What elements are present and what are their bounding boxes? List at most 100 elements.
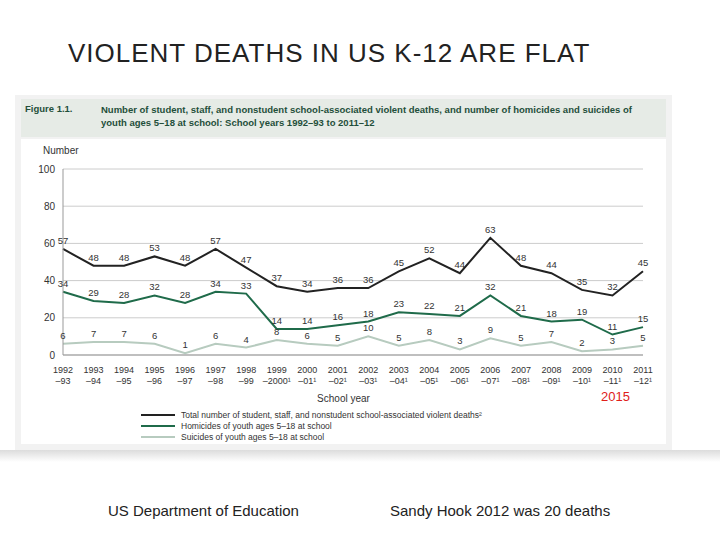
svg-text:48: 48 xyxy=(88,252,99,263)
svg-text:40: 40 xyxy=(44,275,56,286)
svg-text:21: 21 xyxy=(516,302,527,313)
svg-text:2009: 2009 xyxy=(572,365,592,375)
svg-text:53: 53 xyxy=(149,242,160,253)
svg-text:22: 22 xyxy=(424,300,435,311)
svg-text:6: 6 xyxy=(152,330,157,341)
svg-text:57: 57 xyxy=(58,235,69,246)
svg-text:–94: –94 xyxy=(86,376,101,386)
svg-text:44: 44 xyxy=(455,259,466,270)
svg-text:2010: 2010 xyxy=(602,365,622,375)
svg-text:45: 45 xyxy=(638,257,649,268)
svg-text:32: 32 xyxy=(149,281,160,292)
svg-text:–95: –95 xyxy=(117,376,132,386)
svg-text:16: 16 xyxy=(332,311,343,322)
svg-text:–98: –98 xyxy=(208,376,223,386)
svg-text:1994: 1994 xyxy=(114,365,134,375)
svg-text:5: 5 xyxy=(518,332,523,343)
svg-text:100: 100 xyxy=(38,164,55,175)
svg-text:–12¹: –12¹ xyxy=(634,376,652,386)
svg-text:–05¹: –05¹ xyxy=(420,376,438,386)
svg-text:60: 60 xyxy=(44,238,56,249)
svg-text:1998: 1998 xyxy=(236,365,256,375)
svg-text:48: 48 xyxy=(119,252,130,263)
svg-text:6: 6 xyxy=(305,330,310,341)
svg-text:35: 35 xyxy=(577,276,588,287)
svg-text:–96: –96 xyxy=(147,376,162,386)
svg-text:33: 33 xyxy=(241,280,252,291)
svg-text:–11¹: –11¹ xyxy=(604,376,621,386)
svg-text:23: 23 xyxy=(394,298,405,309)
svg-text:2004: 2004 xyxy=(419,365,439,375)
svg-text:1997: 1997 xyxy=(206,365,226,375)
svg-text:1999: 1999 xyxy=(267,365,287,375)
svg-text:2008: 2008 xyxy=(541,365,561,375)
svg-text:2007: 2007 xyxy=(511,365,531,375)
svg-text:3: 3 xyxy=(610,335,615,346)
svg-text:–08¹: –08¹ xyxy=(512,376,530,386)
svg-text:2001: 2001 xyxy=(328,365,348,375)
svg-text:19: 19 xyxy=(577,306,588,317)
svg-text:–02¹: –02¹ xyxy=(329,376,347,386)
svg-text:34: 34 xyxy=(210,278,221,289)
svg-text:48: 48 xyxy=(516,252,527,263)
svg-text:18: 18 xyxy=(363,308,374,319)
svg-text:20: 20 xyxy=(44,312,56,323)
svg-text:47: 47 xyxy=(241,254,252,265)
svg-text:–03¹: –03¹ xyxy=(359,376,377,386)
svg-text:14: 14 xyxy=(302,315,313,326)
svg-text:7: 7 xyxy=(121,328,126,339)
svg-text:6: 6 xyxy=(213,330,218,341)
svg-text:–07¹: –07¹ xyxy=(481,376,499,386)
svg-text:8: 8 xyxy=(274,326,279,337)
svg-text:14: 14 xyxy=(271,315,282,326)
svg-text:7: 7 xyxy=(91,328,96,339)
svg-text:–97: –97 xyxy=(178,376,193,386)
svg-text:6: 6 xyxy=(60,330,65,341)
svg-text:–04¹: –04¹ xyxy=(390,376,408,386)
svg-text:36: 36 xyxy=(332,274,343,285)
svg-text:1996: 1996 xyxy=(175,365,195,375)
svg-text:–2000¹: –2000¹ xyxy=(263,376,291,386)
svg-text:18: 18 xyxy=(546,308,557,319)
svg-text:2: 2 xyxy=(579,337,584,348)
svg-text:57: 57 xyxy=(210,235,221,246)
svg-text:5: 5 xyxy=(640,332,645,343)
svg-text:–09¹: –09¹ xyxy=(542,376,560,386)
svg-text:28: 28 xyxy=(180,289,191,300)
svg-text:48: 48 xyxy=(180,252,191,263)
svg-text:2000: 2000 xyxy=(297,365,317,375)
svg-text:–06¹: –06¹ xyxy=(451,376,469,386)
svg-text:2002: 2002 xyxy=(358,365,378,375)
svg-text:11: 11 xyxy=(608,321,618,332)
svg-text:9: 9 xyxy=(488,324,493,335)
svg-text:–10¹: –10¹ xyxy=(573,376,591,386)
svg-text:32: 32 xyxy=(485,281,496,292)
svg-text:21: 21 xyxy=(455,302,466,313)
svg-text:44: 44 xyxy=(546,259,557,270)
svg-text:1995: 1995 xyxy=(145,365,165,375)
svg-text:5: 5 xyxy=(396,332,401,343)
svg-text:3: 3 xyxy=(457,335,462,346)
svg-text:7: 7 xyxy=(549,328,554,339)
svg-text:10: 10 xyxy=(363,322,374,333)
svg-text:8: 8 xyxy=(427,326,432,337)
svg-text:–93: –93 xyxy=(55,376,70,386)
svg-text:37: 37 xyxy=(271,272,282,283)
svg-text:2011: 2011 xyxy=(633,365,652,375)
svg-text:4: 4 xyxy=(244,334,249,345)
svg-text:63: 63 xyxy=(485,224,496,235)
svg-text:52: 52 xyxy=(424,244,435,255)
svg-text:5: 5 xyxy=(335,332,340,343)
svg-text:34: 34 xyxy=(302,278,313,289)
svg-text:36: 36 xyxy=(363,274,374,285)
svg-text:1: 1 xyxy=(182,339,187,350)
svg-text:2003: 2003 xyxy=(389,365,409,375)
svg-text:2005: 2005 xyxy=(450,365,470,375)
svg-text:32: 32 xyxy=(607,281,618,292)
svg-text:1993: 1993 xyxy=(84,365,104,375)
svg-text:–99: –99 xyxy=(239,376,254,386)
svg-text:2006: 2006 xyxy=(480,365,500,375)
svg-text:28: 28 xyxy=(119,289,130,300)
svg-text:34: 34 xyxy=(58,278,69,289)
svg-text:45: 45 xyxy=(394,257,405,268)
